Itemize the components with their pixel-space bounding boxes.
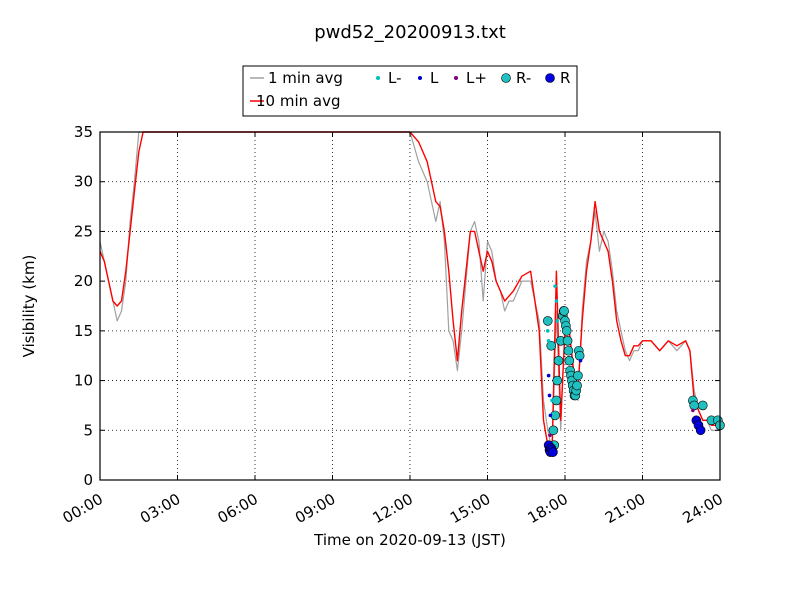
x-tick-label: 24:00	[680, 490, 726, 527]
legend-label: 1 min avg	[268, 69, 343, 87]
legend-label: R	[560, 69, 570, 87]
marker-L-	[555, 319, 560, 323]
marker-L	[548, 413, 553, 418]
x-tick-label: 06:00	[215, 490, 261, 527]
y-tick-label: 25	[74, 222, 93, 240]
legend-swatch	[545, 73, 555, 83]
y-tick-label: 0	[83, 471, 93, 489]
y-tick-label: 15	[74, 322, 93, 340]
y-axis-ticks: 0 5 10 15 20 25 30 35	[74, 123, 720, 489]
marker-R-	[552, 375, 563, 386]
marker-R-	[542, 316, 553, 326]
plot-area	[99, 131, 725, 481]
x-tick-label: 15:00	[447, 490, 493, 527]
y-tick-label: 30	[74, 173, 93, 191]
marker-L	[578, 358, 583, 363]
marker-L-	[556, 339, 561, 343]
legend-swatch	[376, 76, 380, 80]
marker-R-	[689, 400, 699, 411]
marker-R-	[572, 380, 582, 391]
x-tick-label: 03:00	[137, 490, 183, 527]
legend-label: L+	[466, 69, 487, 87]
y-axis-label: Visibility (km)	[20, 255, 38, 358]
marker-R-	[574, 350, 585, 361]
marker-layer	[542, 284, 725, 457]
legend: 1 min avg L- L L+ R- R 10 min avg	[242, 65, 578, 117]
legend-swatch	[454, 76, 458, 80]
x-tick-label: 00:00	[60, 490, 106, 527]
marker-L-	[550, 398, 554, 403]
marker-L	[696, 423, 701, 428]
marker-R	[548, 447, 558, 457]
marker-R-	[561, 326, 572, 336]
x-tick-label: 18:00	[525, 490, 571, 527]
marker-R-	[559, 306, 569, 316]
marker-R-	[564, 355, 575, 366]
y-tick-label: 5	[83, 421, 93, 439]
marker-L-	[558, 358, 562, 363]
marker-L+	[691, 408, 695, 413]
marker-L-	[553, 284, 557, 288]
y-tick-label: 20	[74, 272, 93, 290]
legend-label: L	[430, 69, 439, 87]
marker-L-	[546, 339, 551, 343]
marker-L	[546, 373, 551, 378]
x-axis-label: Time on 2020-09-13 (JST)	[313, 531, 506, 549]
legend-label: R-	[516, 69, 531, 87]
marker-R-	[546, 340, 557, 351]
x-tick-label: 09:00	[292, 490, 338, 527]
x-tick-label: 21:00	[602, 490, 648, 527]
legend-label: L-	[388, 69, 402, 87]
legend-swatch	[418, 76, 422, 80]
marker-R-	[573, 370, 583, 381]
marker-R-	[697, 400, 708, 411]
y-tick-label: 10	[74, 372, 93, 390]
marker-L+	[548, 433, 552, 438]
legend-label: 10 min avg	[256, 92, 341, 110]
marker-R-	[548, 425, 559, 436]
marker-R	[695, 425, 706, 436]
marker-R-	[563, 345, 574, 356]
grid-lines	[100, 132, 720, 480]
x-tick-label: 12:00	[370, 490, 416, 527]
marker-L-	[554, 299, 559, 303]
marker-L	[692, 418, 696, 423]
y-tick-label: 35	[74, 123, 93, 141]
marker-L	[547, 393, 552, 398]
marker-L-	[545, 329, 550, 333]
chart-title: pwd52_20200913.txt	[314, 22, 506, 43]
marker-R-	[562, 335, 573, 346]
legend-swatch	[501, 73, 511, 83]
